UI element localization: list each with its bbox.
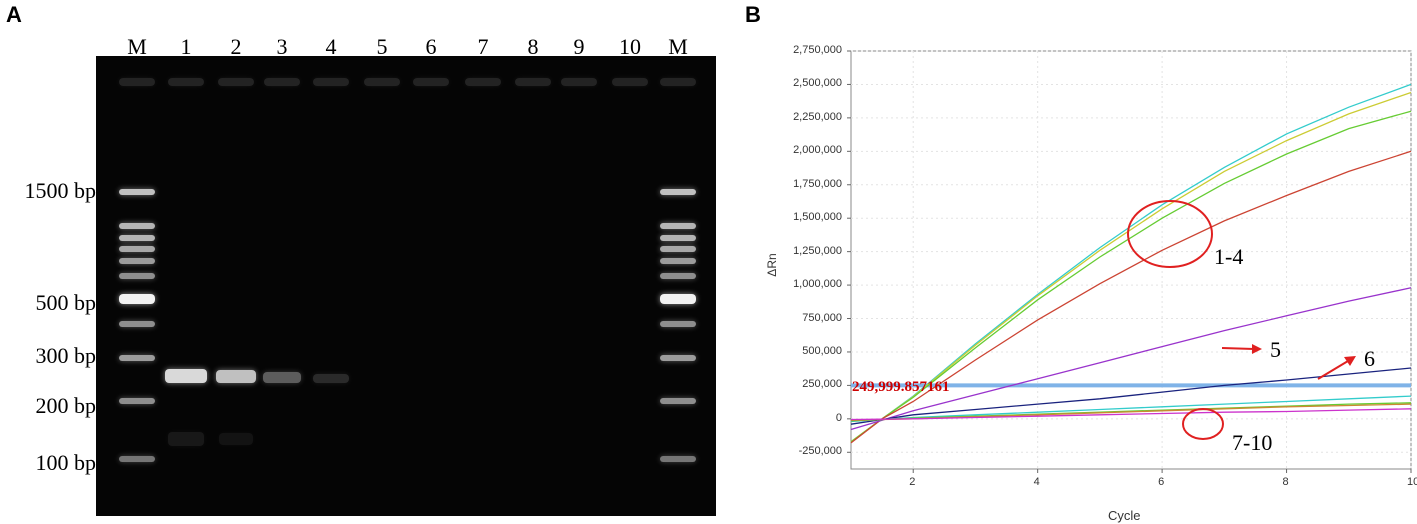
ladder-band: [660, 355, 696, 361]
ladder-band: [119, 398, 155, 404]
lane-label: 3: [276, 34, 288, 59]
sample-band: [313, 373, 349, 383]
y-tick-label: 1,500,000: [793, 211, 842, 224]
primer-dimer-band: [219, 433, 253, 445]
ladder-band: [660, 235, 696, 241]
amplification-curve: [850, 408, 1412, 421]
size-marker-label: 100 bp: [35, 450, 97, 475]
y-tick-label: 2,250,000: [793, 110, 842, 123]
arrow-6-shaft: [1317, 360, 1349, 380]
annotation-7-10: 7-10: [1232, 430, 1273, 455]
lane-label: M: [668, 34, 688, 59]
y-tick-label: 2,500,000: [793, 77, 842, 90]
threshold-value-label: 249,999.857161: [852, 379, 950, 395]
lane-label: 7: [477, 34, 489, 59]
size-marker-label: 500 bp: [35, 290, 97, 315]
ladder-band: [119, 223, 155, 229]
ladder-band: [119, 456, 155, 462]
ladder-band: [119, 189, 155, 195]
gel-well: [660, 78, 696, 86]
y-tick-label: 2,750,000: [793, 44, 842, 56]
lane-label: 5: [376, 34, 388, 59]
arrow-6-head: [1344, 356, 1356, 366]
sample-band: [216, 369, 256, 383]
amplification-curve: [850, 110, 1412, 443]
lane-label: M: [127, 34, 147, 59]
y-tick-label: 1,000,000: [793, 278, 842, 291]
y-tick-label: 750,000: [802, 311, 842, 324]
annotation-1-4: 1-4: [1214, 244, 1244, 269]
annotation-6: 6: [1364, 346, 1375, 371]
ladder-band: [660, 398, 696, 404]
gel-well: [364, 78, 400, 86]
gel-well: [561, 78, 597, 86]
arrow-5-head: [1252, 344, 1262, 354]
ladder-band: [660, 258, 696, 264]
gel-well: [465, 78, 501, 86]
arrow-5-shaft: [1221, 347, 1255, 350]
ladder-band: [119, 235, 155, 241]
ladder-band: [660, 273, 696, 279]
primer-dimer-band: [168, 432, 204, 446]
lane-label: 10: [619, 34, 641, 59]
ladder-band: [119, 246, 155, 252]
lane-label: 6: [425, 34, 437, 59]
amplification-curve: [850, 287, 1412, 431]
ladder-band: [660, 321, 696, 327]
agarose-gel-image: [96, 56, 716, 516]
highlight-circle-1-4: [1127, 200, 1213, 268]
ladder-band: [660, 246, 696, 252]
size-marker-label: 200 bp: [35, 393, 97, 418]
y-tick-label: 250,000: [802, 378, 842, 391]
size-marker-label: 1500 bp: [24, 178, 97, 203]
panel-a-letter: A: [6, 2, 22, 27]
gel-well: [218, 78, 254, 86]
size-marker-label: 300 bp: [35, 343, 97, 368]
y-tick-label: 500,000: [802, 344, 842, 357]
lane-label: 9: [573, 34, 585, 59]
gel-well: [612, 78, 648, 86]
ladder-band: [119, 321, 155, 327]
gel-well: [264, 78, 300, 86]
annotation-5: 5: [1270, 337, 1281, 362]
ladder-band: [119, 355, 155, 361]
sample-band: [165, 369, 207, 383]
y-axis-tick-labels: 2,750,000 2,500,000 2,250,000 2,000,000 1,75…: [750, 0, 842, 524]
gel-well: [515, 78, 551, 86]
x-axis-label: Cycle: [1108, 508, 1141, 523]
highlight-circle-7-10: [1182, 408, 1224, 440]
ladder-band: [660, 223, 696, 229]
gel-well: [313, 78, 349, 86]
ladder-band: [119, 294, 155, 304]
y-tick-label: 1,750,000: [793, 177, 842, 190]
amplification-curve: [850, 150, 1412, 444]
ladder-band: [660, 294, 696, 304]
sample-band: [263, 371, 301, 383]
amplification-curve: [850, 367, 1412, 425]
ladder-band: [660, 456, 696, 462]
ladder-band: [660, 189, 696, 195]
y-tick-label: -250,000: [798, 445, 842, 458]
gel-well: [168, 78, 204, 86]
panel-b-letter: B: [745, 2, 761, 27]
y-tick-label: 1,250,000: [793, 244, 842, 257]
gel-well: [413, 78, 449, 86]
lane-label: 4: [325, 34, 337, 59]
y-tick-label: 0: [835, 411, 842, 424]
ladder-band: [119, 258, 155, 264]
lane-label: 8: [527, 34, 539, 59]
gel-well: [119, 78, 155, 86]
lane-label: 2: [230, 34, 242, 59]
y-tick-label: 2,000,000: [793, 144, 842, 157]
ladder-band: [119, 273, 155, 279]
lane-label: 1: [180, 34, 192, 59]
